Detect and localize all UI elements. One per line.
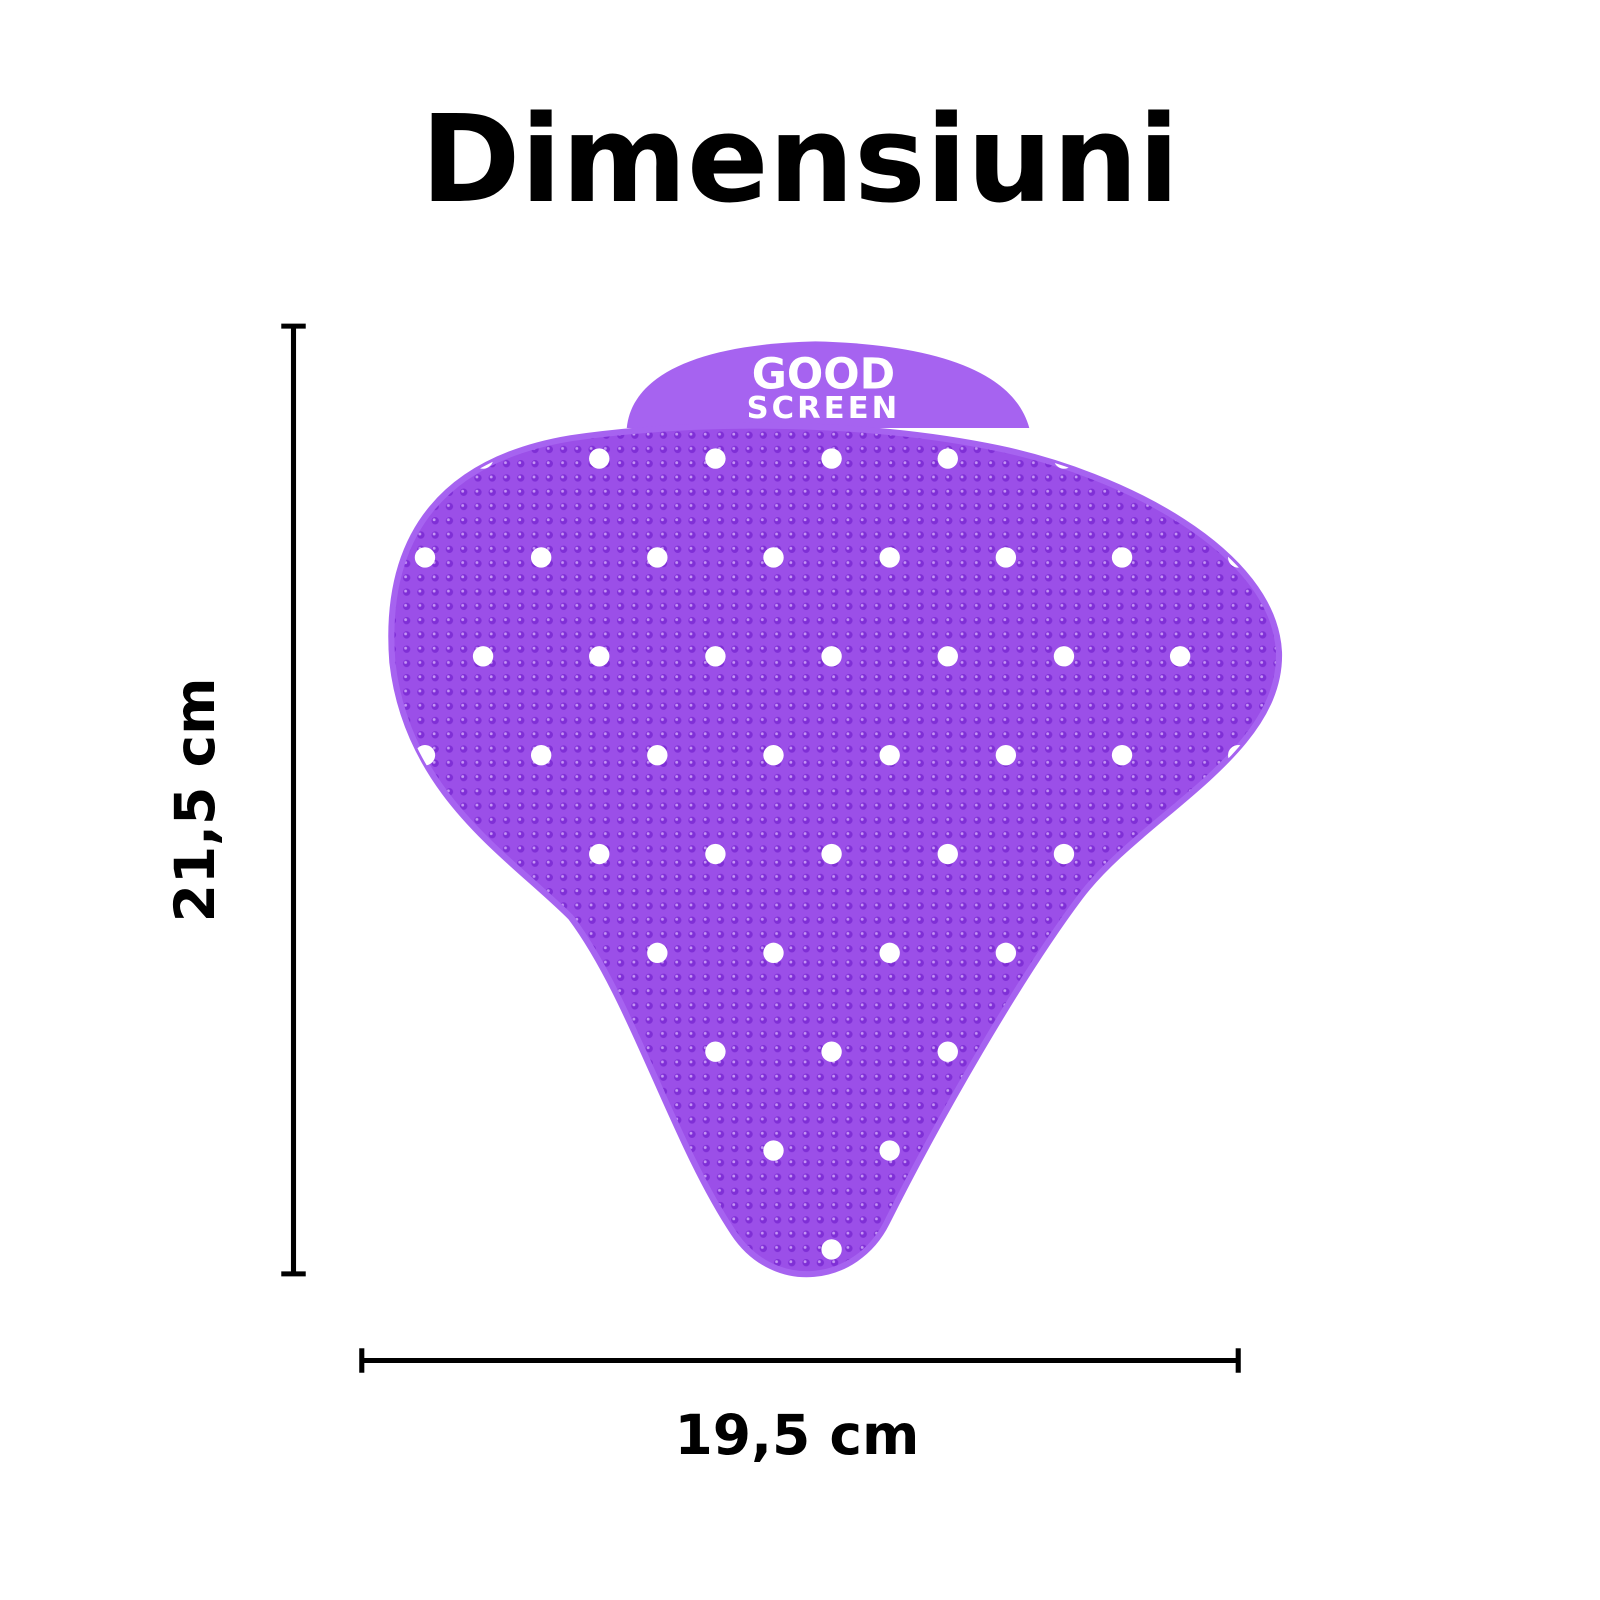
hole: [589, 646, 610, 667]
hole: [1286, 646, 1306, 666]
hole: [1286, 448, 1306, 468]
hole: [879, 1140, 900, 1161]
hole: [1111, 547, 1133, 568]
hole: [1169, 646, 1191, 667]
hole: [647, 547, 668, 568]
hole: [995, 1140, 1017, 1161]
hole: [414, 1140, 436, 1161]
hole: [589, 1041, 610, 1062]
hole: [472, 1041, 494, 1062]
hole: [995, 942, 1017, 964]
hole: [1286, 1239, 1306, 1259]
hole: [530, 547, 552, 568]
hole: [1111, 744, 1133, 766]
hole: [1169, 1041, 1191, 1062]
hole: [821, 1041, 842, 1062]
hole: [937, 448, 958, 469]
hole: [1053, 646, 1075, 667]
hole: [589, 843, 610, 865]
hole: [472, 1239, 494, 1260]
hole: [879, 547, 900, 568]
hole: [879, 744, 900, 766]
width-label: 19,5 cm: [675, 1403, 920, 1467]
hole: [357, 646, 377, 666]
hole: [530, 744, 552, 766]
logo-line-1: GOOD: [752, 350, 895, 400]
hole: [357, 844, 377, 864]
hole: [1286, 1042, 1306, 1062]
hole: [1111, 1140, 1133, 1161]
hole: [705, 646, 726, 667]
hole: [1053, 843, 1075, 865]
logo-line-2: SCREEN: [747, 391, 901, 426]
hole: [472, 646, 494, 667]
hole: [1228, 1140, 1249, 1161]
hole: [821, 646, 842, 667]
hole: [530, 1140, 552, 1161]
hole: [937, 843, 958, 865]
hole: [589, 448, 610, 469]
title: Dimensiuni: [421, 90, 1180, 230]
hole: [530, 942, 552, 964]
width-dimension: 19,5 cm: [359, 1348, 1241, 1467]
hole: [995, 744, 1017, 766]
hole: [937, 1239, 958, 1260]
hole: [937, 1041, 958, 1062]
hole: [1169, 843, 1191, 865]
hole: [357, 1042, 377, 1062]
hanger-tab: [626, 341, 1030, 429]
hole: [821, 1239, 842, 1260]
hole: [879, 942, 900, 964]
hole: [414, 547, 436, 568]
hole: [647, 1140, 668, 1161]
hole: [1228, 942, 1249, 964]
hole: [1286, 844, 1306, 864]
hole: [705, 1239, 726, 1260]
hole: [647, 942, 668, 964]
hole: [1111, 942, 1133, 964]
hole: [1169, 1239, 1191, 1260]
hole: [357, 1239, 377, 1259]
hole: [821, 843, 842, 865]
hole: [705, 843, 726, 865]
hole: [1053, 1041, 1075, 1062]
hole: [414, 942, 436, 964]
hole: [763, 744, 784, 766]
hole: [647, 744, 668, 766]
hole: [705, 448, 726, 469]
hole: [821, 448, 842, 469]
hole: [763, 1140, 784, 1161]
hole: [995, 547, 1017, 568]
hole: [357, 448, 377, 468]
height-dimension: 21,5 cm: [163, 323, 306, 1277]
hole: [763, 942, 784, 964]
hole: [705, 1041, 726, 1062]
hole: [937, 646, 958, 667]
hole: [1053, 1239, 1075, 1260]
height-label: 21,5 cm: [163, 678, 227, 923]
hole: [763, 547, 784, 568]
hole: [1169, 448, 1191, 469]
hole: [589, 1239, 610, 1260]
